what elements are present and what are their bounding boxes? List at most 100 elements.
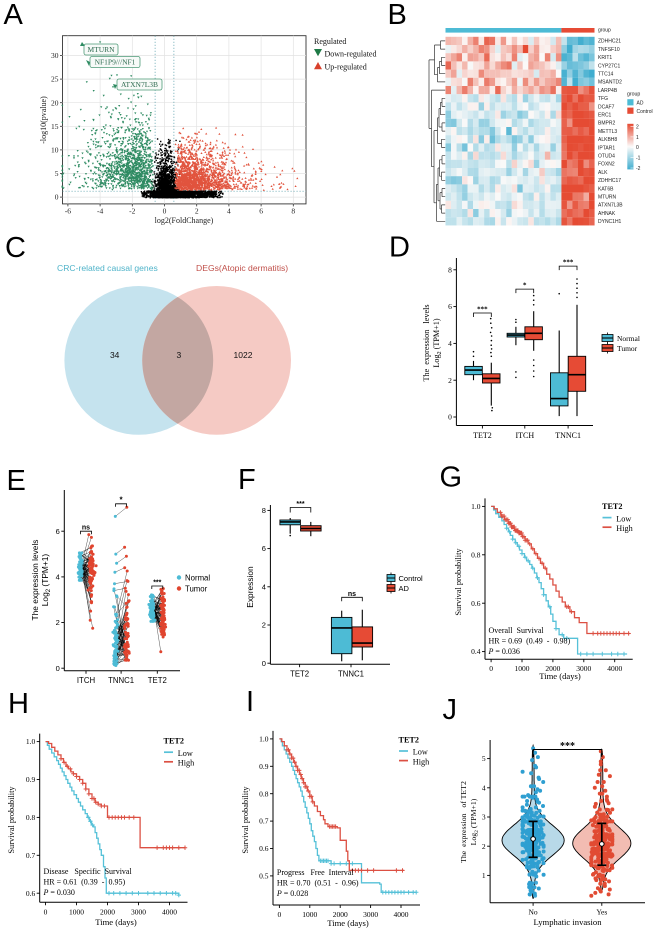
svg-text:Time (days): Time (days): [539, 671, 581, 681]
svg-text:Down-regulated: Down-regulated: [325, 49, 377, 58]
svg-text:2: 2: [195, 206, 199, 215]
svg-text:MSANTD2: MSANTD2: [598, 80, 622, 86]
svg-text:TET2: TET2: [164, 737, 184, 746]
svg-text:Regulated: Regulated: [314, 37, 346, 46]
svg-text:TNNC1: TNNC1: [338, 670, 364, 679]
svg-text:BMPR2: BMPR2: [598, 121, 615, 127]
svg-text:***: ***: [153, 580, 161, 587]
svg-text:0.9: 0.9: [259, 762, 269, 771]
svg-text:TFG: TFG: [598, 96, 608, 102]
svg-text:OTUD4: OTUD4: [598, 154, 615, 160]
svg-text:4000: 4000: [162, 907, 177, 916]
svg-text:Overall Survival: Overall Survival: [489, 626, 545, 635]
svg-text:0.5: 0.5: [259, 872, 269, 881]
svg-text:LARP4B: LARP4B: [598, 88, 618, 94]
svg-text:0.8: 0.8: [471, 550, 481, 559]
svg-text:0.6: 0.6: [471, 599, 481, 608]
svg-text:0.8: 0.8: [259, 789, 269, 798]
svg-text:TNNC1: TNNC1: [555, 431, 581, 440]
svg-text:2: 2: [262, 621, 266, 630]
svg-text:Control: Control: [399, 574, 424, 583]
svg-text:KRIT1: KRIT1: [598, 55, 612, 61]
svg-text:Normal: Normal: [185, 574, 210, 583]
svg-text:6: 6: [56, 527, 60, 536]
svg-text:ITCH: ITCH: [515, 431, 534, 440]
svg-text:HR = 0.69 (0.49 - 0.98): HR = 0.69 (0.49 - 0.98): [489, 637, 571, 646]
svg-text:Low: Low: [616, 514, 631, 523]
svg-text:DCAF7: DCAF7: [598, 104, 615, 110]
svg-text:Survival probability: Survival probability: [241, 786, 250, 854]
svg-text:P = 0.028: P = 0.028: [276, 889, 308, 898]
svg-text:***: ***: [560, 741, 575, 752]
svg-text:0: 0: [55, 193, 59, 202]
svg-text:0.6: 0.6: [26, 889, 36, 898]
svg-text:ATXN7L3B: ATXN7L3B: [121, 80, 158, 89]
svg-text:*: *: [523, 282, 527, 290]
svg-text:1022: 1022: [234, 350, 253, 360]
svg-text:1000: 1000: [302, 910, 317, 919]
svg-text:J: J: [443, 694, 458, 726]
svg-text:TET2: TET2: [399, 735, 419, 744]
svg-text:FOXN2: FOXN2: [598, 162, 615, 168]
svg-text:The expression levels: The expression levels: [422, 304, 431, 381]
svg-text:B: B: [388, 0, 407, 31]
svg-text:Low: Low: [178, 749, 193, 758]
svg-text:-2: -2: [129, 206, 135, 215]
svg-text:3000: 3000: [131, 907, 146, 916]
svg-text:34: 34: [110, 350, 120, 360]
svg-text:F: F: [238, 464, 256, 496]
svg-text:1.0: 1.0: [26, 737, 36, 746]
svg-text:6: 6: [259, 206, 263, 215]
svg-text:1: 1: [482, 871, 486, 880]
svg-text:ns: ns: [82, 525, 90, 532]
svg-text:*: *: [120, 495, 124, 504]
svg-text:1.0: 1.0: [471, 502, 481, 511]
svg-text:P = 0.030: P = 0.030: [43, 888, 75, 897]
svg-text:-1: -1: [636, 155, 641, 161]
svg-text:NF1P9///NF1: NF1P9///NF1: [95, 58, 136, 67]
svg-text:4000: 4000: [607, 664, 622, 673]
svg-text:3000: 3000: [363, 910, 378, 919]
svg-text:2000: 2000: [545, 664, 560, 673]
svg-text:group: group: [627, 92, 640, 98]
svg-text:0: 0: [278, 910, 282, 919]
svg-text:C: C: [5, 232, 26, 264]
svg-text:6: 6: [262, 544, 266, 553]
svg-text:I: I: [246, 686, 254, 718]
svg-text:HR = 0.70 (0.51 - 0.96): HR = 0.70 (0.51 - 0.96): [277, 879, 359, 888]
svg-text:D: D: [389, 232, 410, 264]
svg-text:2: 2: [448, 376, 452, 385]
svg-text:TET2: TET2: [290, 670, 309, 679]
svg-text:IPTAR1: IPTAR1: [598, 145, 615, 151]
svg-text:***: ***: [477, 306, 488, 314]
svg-text:Lymphatic invasion: Lymphatic invasion: [533, 917, 602, 927]
svg-text:The expression levels: The expression levels: [30, 540, 40, 621]
svg-text:3: 3: [177, 350, 182, 360]
svg-text:Log2 (TPM+1): Log2 (TPM+1): [469, 798, 480, 845]
svg-text:15: 15: [51, 122, 59, 131]
svg-text:Survival probability: Survival probability: [454, 548, 463, 616]
svg-text:5: 5: [55, 169, 59, 178]
svg-text:2000: 2000: [100, 907, 115, 916]
svg-text:Up-regulated: Up-regulated: [325, 63, 367, 72]
svg-text:G: G: [440, 462, 463, 494]
svg-text:Normal: Normal: [617, 334, 640, 343]
svg-text:3000: 3000: [576, 664, 591, 673]
svg-text:-2: -2: [636, 166, 641, 172]
svg-text:0: 0: [56, 664, 60, 673]
svg-text:High: High: [413, 757, 429, 766]
svg-text:KAT6B: KAT6B: [598, 186, 614, 192]
svg-text:AHNAK: AHNAK: [598, 211, 616, 217]
svg-text:log2(FoldChange): log2(FoldChange): [155, 216, 214, 225]
svg-text:Low: Low: [413, 748, 428, 757]
svg-text:4: 4: [262, 582, 266, 591]
svg-text:6: 6: [448, 302, 452, 311]
svg-text:Time (days): Time (days): [95, 917, 137, 927]
svg-text:0: 0: [448, 413, 452, 422]
svg-text:Expression: Expression: [245, 566, 255, 608]
svg-text:0: 0: [163, 206, 167, 215]
svg-text:***: ***: [563, 259, 574, 267]
svg-text:TET2: TET2: [148, 676, 167, 685]
svg-text:ITCH: ITCH: [77, 676, 95, 685]
svg-text:Log2 (TPM+1): Log2 (TPM+1): [40, 554, 52, 607]
